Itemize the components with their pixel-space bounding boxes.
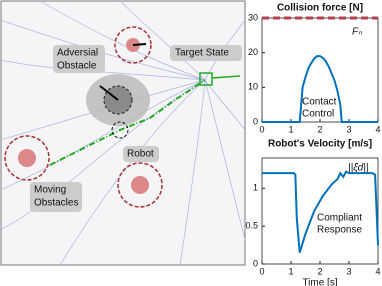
streamline [179,79,206,266]
label-box [123,146,159,162]
y-tick-label: 10 [248,82,258,92]
x-tick-label: 4 [375,266,380,276]
chart-title: Collision force [N] [277,3,363,14]
reference-label: ||ξ̇d|| [348,163,368,174]
x-tick-label: 4 [375,124,380,134]
streamline [204,79,246,241]
label: Adversial [57,48,98,59]
label: Obstacles [34,198,78,209]
data-line [262,55,378,123]
chart-title: Robot's Velocity [m/s] [268,139,372,150]
moving-obstacle [117,162,163,208]
moving-obstacle-core [18,149,36,167]
streamline [204,79,246,131]
target-state [199,72,213,86]
moving-obstacle [4,135,50,181]
x-tick-label: 0 [259,266,264,276]
x-tick-label: 1 [288,124,293,134]
x-tick-label: 3 [346,124,351,134]
label: Target State [175,48,229,59]
moving-obstacle-core [131,176,149,194]
plot-area [261,17,379,123]
annotation: Control [302,109,334,120]
y-tick-label: 0 [253,116,258,126]
label-box [53,45,105,73]
velocity-arrow [132,43,147,46]
label: Obstacle [57,61,97,72]
data-line [262,170,379,253]
y-tick-label: 0 [253,258,258,268]
streamline [119,0,206,81]
diagram: Adversial Obstacle Target State Robot Mo… [0,0,246,266]
annotation: Compliant [317,213,362,224]
x-axis-label: Time [s] [302,278,337,286]
streamline [59,79,206,266]
x-tick-label: 0 [259,124,264,134]
streamline [0,79,206,191]
y-tick-label: 0.5 [245,221,258,231]
plot-area [261,157,379,265]
annotation: Response [317,225,362,236]
robot [111,121,129,139]
annotation: Contact [302,97,337,108]
x-tick-label: 3 [346,266,351,276]
moving-obstacle [114,26,152,64]
label-box [30,182,82,212]
y-tick-label: 30 [248,12,258,22]
streamline [39,0,206,81]
velocity-arrow [99,85,119,101]
x-tick-label: 2 [317,124,322,134]
x-tick-label: 2 [317,266,322,276]
threshold-label: Fₙ [352,27,363,38]
field-frame [0,0,246,266]
robot-trajectory [49,79,206,166]
label: Moving [34,185,66,196]
y-tick-label: 1 [253,183,258,193]
label-box [170,45,242,61]
target-arrow [211,75,241,79]
x-tick-label: 1 [288,266,293,276]
label: Robot [127,149,154,160]
y-tick-label: 20 [248,47,258,57]
